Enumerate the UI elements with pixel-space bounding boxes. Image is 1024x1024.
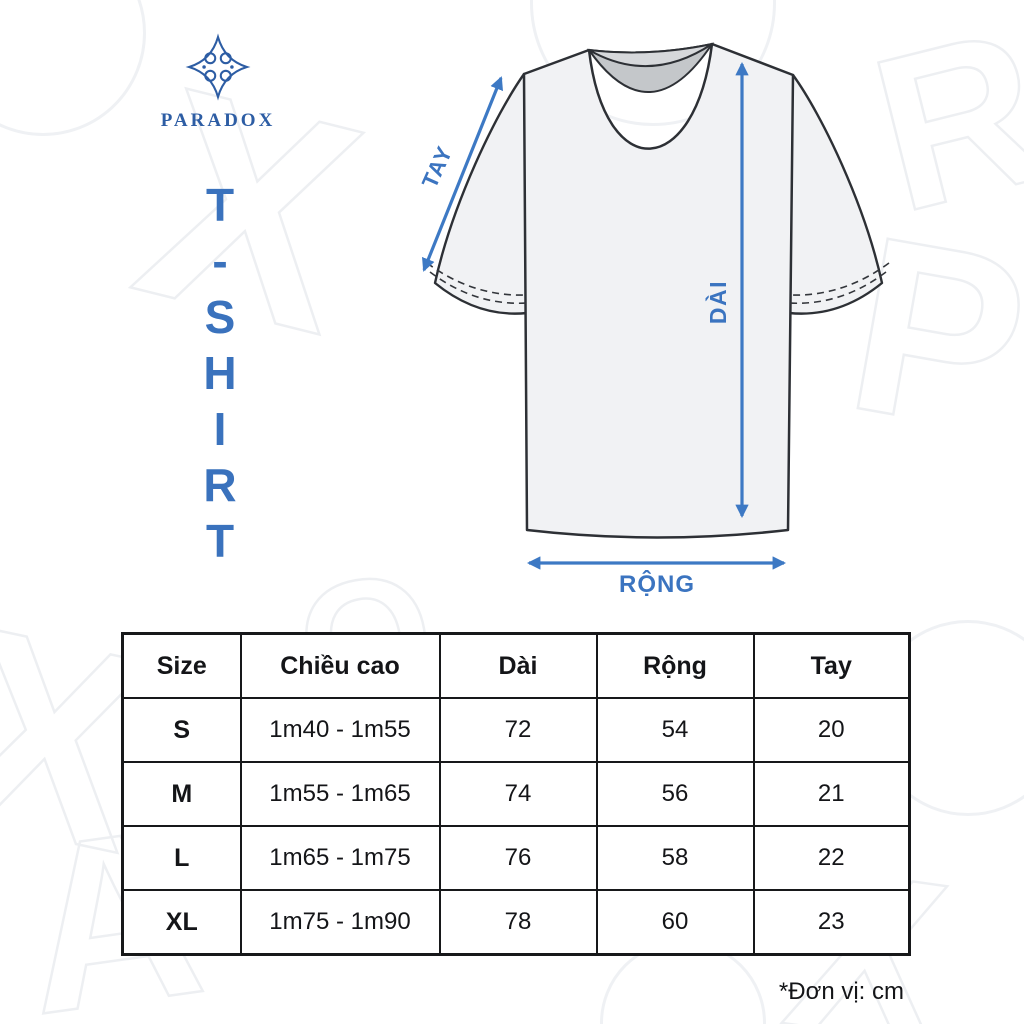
shirt-body	[522, 42, 795, 539]
tshirt-diagram: TAY DÀI RỘNG	[417, 42, 890, 598]
cell-rong: 58	[595, 825, 755, 891]
size-table: Size Chiều cao Dài Rộng Tay S 1m40 - 1m5…	[121, 632, 911, 956]
title-letter: T	[205, 515, 235, 567]
table-row: M 1m55 - 1m65 74 56 21	[121, 761, 911, 827]
cell-size: M	[121, 761, 242, 827]
cell-height: 1m75 - 1m90	[239, 889, 441, 956]
cell-dai: 76	[438, 825, 598, 891]
unit-footnote: *Đơn vị: cm	[778, 978, 904, 1005]
table-row: L 1m65 - 1m75 76 58 22	[121, 825, 911, 891]
cell-dai: 72	[438, 697, 598, 763]
measurement-arrows	[422, 61, 787, 570]
brand-logo: PARADOX	[153, 33, 283, 132]
cell-size: XL	[121, 889, 242, 956]
product-title-vertical: T - S H I R T	[178, 177, 262, 569]
watermark-ring	[0, 0, 146, 136]
col-header-size: Size	[121, 632, 242, 699]
table-row: S 1m40 - 1m55 72 54 20	[121, 697, 911, 763]
cell-height: 1m40 - 1m55	[239, 697, 441, 763]
col-header-chieu-cao: Chiều cao	[239, 632, 441, 699]
length-label: DÀI	[704, 280, 731, 324]
cell-height: 1m55 - 1m65	[239, 761, 441, 827]
title-letter: H	[203, 347, 237, 399]
cuff-stitching	[426, 262, 890, 305]
paradox-star-icon	[185, 33, 251, 101]
cell-size: L	[121, 825, 242, 891]
title-letter: T	[205, 179, 235, 231]
cell-dai: 74	[438, 761, 598, 827]
col-header-rong: Rộng	[595, 632, 755, 699]
cell-tay: 21	[752, 761, 911, 827]
cell-tay: 23	[752, 889, 911, 956]
shirt-collar	[586, 42, 715, 93]
title-letter: S	[204, 291, 236, 343]
title-letter: -	[212, 235, 228, 287]
width-label: RỘNG	[619, 570, 695, 598]
cell-height: 1m65 - 1m75	[239, 825, 441, 891]
cell-tay: 20	[752, 697, 911, 763]
col-header-dai: Dài	[438, 632, 598, 699]
cell-rong: 54	[595, 697, 755, 763]
cell-dai: 78	[438, 889, 598, 956]
brand-name: PARADOX	[160, 110, 276, 131]
col-header-tay: Tay	[752, 632, 911, 699]
cell-rong: 60	[595, 889, 755, 956]
table-row: XL 1m75 - 1m90 78 60 23	[121, 889, 911, 956]
cell-size: S	[121, 697, 242, 763]
size-table-header-row: Size Chiều cao Dài Rộng Tay	[121, 632, 911, 699]
cell-tay: 22	[752, 825, 911, 891]
title-letter: I	[213, 403, 227, 455]
sleeve-label: TAY	[417, 142, 457, 192]
sleeve-arrow	[422, 76, 503, 272]
title-letter: R	[203, 459, 237, 511]
cell-rong: 56	[595, 761, 755, 827]
